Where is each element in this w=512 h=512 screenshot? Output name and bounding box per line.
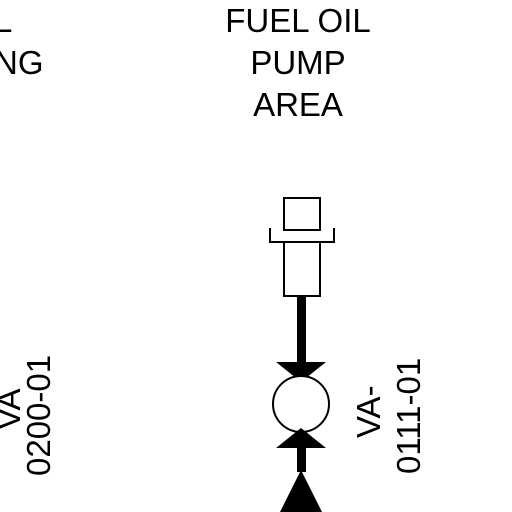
pump-area-label-line1: FUEL OIL (225, 2, 371, 39)
lower-valve-triangle (280, 470, 322, 512)
pipe-upper (297, 296, 306, 362)
valve-ball-icon (272, 375, 330, 433)
pump-area-label-line2: PUMP (250, 44, 346, 81)
left-area-label-line2: NG (0, 44, 44, 81)
left-area-label-line1: L (0, 2, 13, 39)
instrument-top-box (283, 197, 321, 231)
pipe-lower (297, 448, 306, 472)
valve-top-triangle (276, 362, 326, 382)
instrument-body (283, 241, 321, 297)
valve-bottom-triangle (276, 428, 326, 448)
pump-area-label-line3: AREA (253, 86, 343, 123)
